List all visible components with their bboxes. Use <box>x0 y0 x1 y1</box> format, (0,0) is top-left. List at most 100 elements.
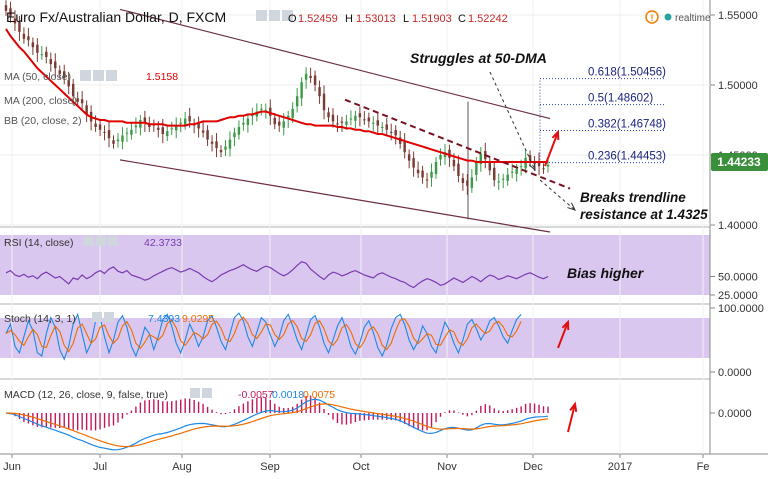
candle[interactable] <box>143 110 147 132</box>
candle[interactable] <box>336 115 339 132</box>
candle[interactable] <box>309 67 312 83</box>
candle[interactable] <box>251 107 254 126</box>
candle[interactable] <box>381 122 384 133</box>
candle[interactable] <box>107 121 111 148</box>
candle[interactable] <box>372 116 375 132</box>
close-icon[interactable] <box>93 70 104 81</box>
settings-icon[interactable] <box>92 312 102 322</box>
candle[interactable] <box>219 145 223 158</box>
candle[interactable] <box>228 131 232 157</box>
candle[interactable] <box>425 172 429 188</box>
candle[interactable] <box>103 125 106 141</box>
candle[interactable] <box>174 117 178 139</box>
candles[interactable] <box>4 0 550 195</box>
candle[interactable] <box>233 127 236 147</box>
candle[interactable] <box>206 125 209 146</box>
candle[interactable] <box>501 173 505 189</box>
alert-icon[interactable] <box>645 10 659 24</box>
candle[interactable] <box>349 110 353 126</box>
candle[interactable] <box>139 115 142 136</box>
candle[interactable] <box>367 112 371 128</box>
candle[interactable] <box>537 152 541 176</box>
legend-ma200[interactable]: MA (200, close) <box>4 95 77 107</box>
candle[interactable] <box>412 151 415 177</box>
legend-bb[interactable]: BB (20, close, 2) <box>4 115 82 127</box>
legend-macd[interactable]: MACD (12, 26, close, 9, false, true) -0.… <box>4 388 335 401</box>
settings-icon[interactable] <box>269 10 280 21</box>
candle[interactable] <box>295 87 299 113</box>
candle[interactable] <box>434 157 438 179</box>
candle[interactable] <box>201 122 205 138</box>
candle[interactable] <box>416 161 420 179</box>
candle[interactable] <box>121 127 124 150</box>
candle[interactable] <box>237 120 241 140</box>
candle[interactable] <box>528 150 532 167</box>
candle[interactable] <box>166 126 169 141</box>
candle[interactable] <box>242 114 245 131</box>
candle[interactable] <box>170 121 173 135</box>
candle[interactable] <box>510 163 514 179</box>
candle[interactable] <box>327 107 330 123</box>
candle[interactable] <box>322 85 326 120</box>
candle[interactable] <box>479 147 483 172</box>
candle[interactable] <box>488 156 491 176</box>
candle[interactable] <box>273 113 276 130</box>
candle[interactable] <box>461 173 465 191</box>
candle[interactable] <box>49 52 53 72</box>
candle[interactable] <box>197 116 200 138</box>
candle[interactable] <box>246 113 250 133</box>
candle[interactable] <box>63 64 66 85</box>
settings-icon[interactable] <box>84 236 94 246</box>
candle[interactable] <box>493 161 496 187</box>
close-icon[interactable] <box>104 312 114 322</box>
legend-stoch[interactable]: Stoch (14, 3, 1) 7.4393 9.0295 <box>4 312 214 325</box>
candle[interactable] <box>116 133 120 148</box>
settings-icon[interactable] <box>80 70 91 81</box>
realtime-badge[interactable]: ! realtime <box>645 10 711 24</box>
candle[interactable] <box>215 133 218 158</box>
candle[interactable] <box>152 119 156 132</box>
eye-icon[interactable] <box>256 10 267 21</box>
candle[interactable] <box>466 173 469 195</box>
candle[interactable] <box>457 155 460 183</box>
candle[interactable] <box>27 28 30 47</box>
candle[interactable] <box>376 112 380 135</box>
candle[interactable] <box>345 114 348 130</box>
candle[interactable] <box>192 118 196 134</box>
candle[interactable] <box>224 140 227 156</box>
candle[interactable] <box>13 10 17 32</box>
candle[interactable] <box>421 165 424 184</box>
candle[interactable] <box>506 168 509 186</box>
candle[interactable] <box>45 46 48 64</box>
legend-ma50[interactable]: MA (50, close) 1.5158 <box>4 70 178 83</box>
candle[interactable] <box>85 100 88 123</box>
candle[interactable] <box>9 1 12 23</box>
settings-icon[interactable] <box>190 388 200 398</box>
candle[interactable] <box>76 91 79 107</box>
candle[interactable] <box>470 169 474 193</box>
candle[interactable] <box>98 119 102 137</box>
candle[interactable] <box>497 173 500 190</box>
candle[interactable] <box>358 106 362 127</box>
candle[interactable] <box>67 71 70 95</box>
candle[interactable] <box>318 80 321 104</box>
candle[interactable] <box>80 91 84 110</box>
candle[interactable] <box>58 65 61 79</box>
candle[interactable] <box>430 163 433 187</box>
candle[interactable] <box>134 117 138 134</box>
candle[interactable] <box>407 149 411 169</box>
add-icon[interactable] <box>106 70 117 81</box>
candle[interactable] <box>40 45 44 60</box>
candle[interactable] <box>112 135 115 149</box>
candle[interactable] <box>300 77 303 106</box>
candle[interactable] <box>385 117 388 137</box>
candle[interactable] <box>125 127 129 142</box>
candle[interactable] <box>18 15 21 41</box>
candle[interactable] <box>331 108 335 128</box>
close-icon[interactable] <box>96 236 106 246</box>
candle[interactable] <box>278 115 281 132</box>
candle[interactable] <box>54 53 57 78</box>
candle[interactable] <box>210 135 214 152</box>
candle[interactable] <box>363 111 366 125</box>
legend-rsi[interactable]: RSI (14, close) 42.3733 <box>4 236 182 249</box>
